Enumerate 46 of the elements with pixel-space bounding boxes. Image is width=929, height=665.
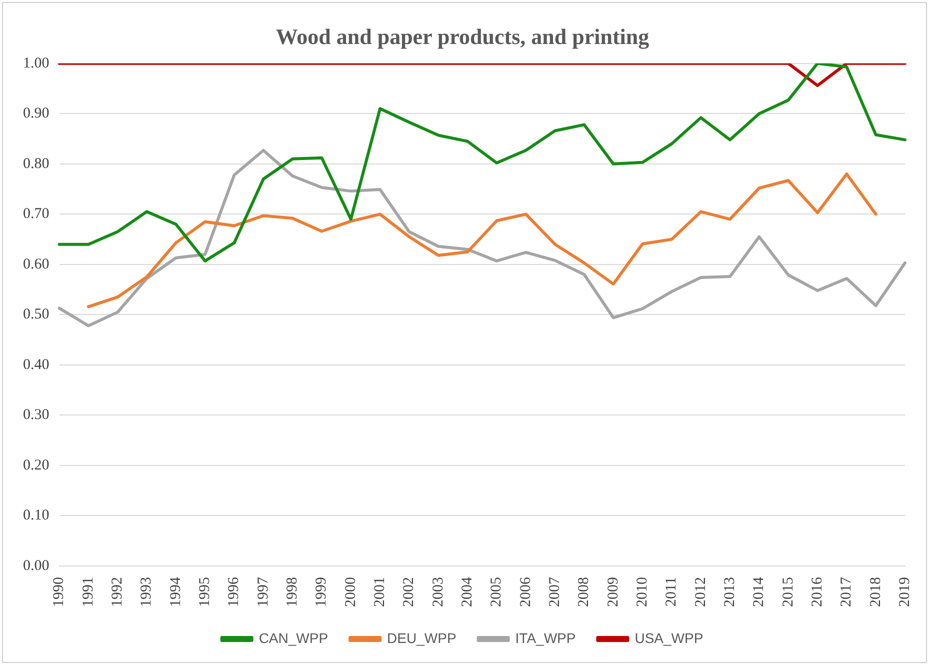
x-tick-label: 2007	[546, 576, 563, 607]
x-tick-label: 2004	[459, 576, 476, 607]
x-tick-label: 1995	[197, 577, 214, 607]
legend-label: USA_WPP	[634, 630, 704, 646]
y-tick-label: 0.40	[23, 356, 50, 373]
y-tick-label: 0.00	[23, 558, 50, 574]
y-tick-label: 0.20	[23, 457, 50, 474]
x-tick-label: 2008	[576, 577, 592, 607]
x-tick-label: 1992	[110, 577, 126, 607]
x-tick-label: 1991	[80, 577, 96, 607]
x-tick-label: 2006	[518, 576, 534, 607]
legend-label: CAN_WPP	[258, 630, 328, 646]
x-tick-label: 2017	[838, 576, 855, 607]
x-tick-label: 1990	[51, 577, 68, 607]
x-tick-label: 1996	[226, 576, 242, 607]
legend-label: ITA_WPP	[515, 630, 576, 646]
x-tick-label: 2001	[372, 577, 388, 607]
x-tick-label: 1994	[168, 576, 184, 607]
x-tick-label: 2011	[664, 577, 680, 606]
chart-title: Wood and paper products, and printing	[276, 24, 650, 49]
y-tick-label: 0.80	[23, 156, 50, 172]
x-tick-label: 2000	[342, 577, 359, 607]
x-tick-label: 2003	[430, 577, 446, 607]
x-tick-label: 2016	[809, 576, 826, 607]
x-tick-label: 2009	[605, 577, 622, 607]
y-tick-label: 0.90	[23, 106, 50, 122]
x-tick-label: 2005	[488, 577, 505, 607]
x-tick-label: 1998	[284, 577, 300, 607]
x-tick-label: 1993	[138, 577, 155, 607]
y-tick-label: 0.10	[23, 508, 50, 524]
x-tick-label: 2010	[634, 577, 650, 607]
x-tick-label: 2012	[692, 577, 709, 607]
x-tick-label: 2002	[401, 577, 418, 607]
x-tick-label: 2014	[751, 576, 768, 607]
x-tick-label: 2015	[780, 577, 796, 607]
y-tick-label: 0.30	[23, 407, 50, 424]
y-tick-label: 0.50	[23, 306, 50, 323]
x-tick-label: 2018	[868, 577, 884, 607]
legend-label: DEU_WPP	[387, 630, 456, 646]
x-tick-label: 1999	[314, 577, 330, 607]
y-tick-label: 0.60	[23, 256, 50, 272]
x-tick-label: 2013	[722, 577, 738, 607]
x-tick-label: 1997	[255, 576, 272, 607]
x-tick-label: 2019	[896, 577, 913, 607]
y-tick-label: 0.70	[23, 206, 50, 222]
y-tick-label: 1.00	[23, 55, 50, 72]
